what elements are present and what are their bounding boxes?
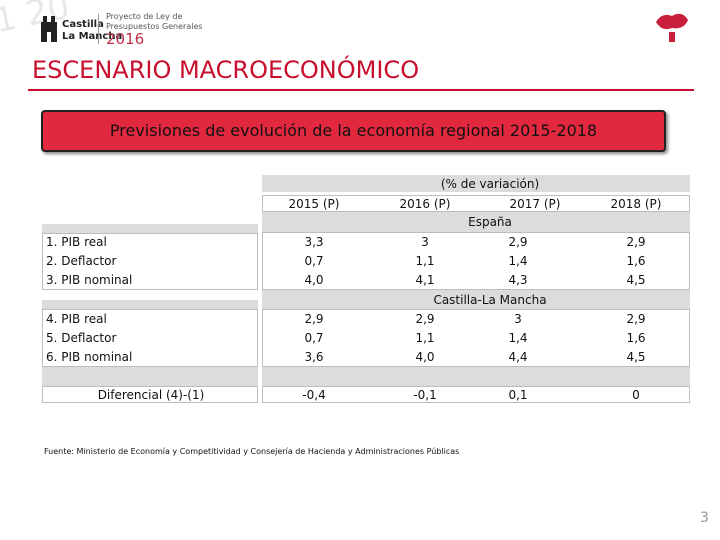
cell-border <box>42 309 258 367</box>
budget-caption: Proyecto de Ley de Presupuestos Generale… <box>106 12 203 31</box>
cell-value: 3 <box>421 235 429 249</box>
page-number: 3 <box>700 510 709 526</box>
section-header: Castilla-La Mancha <box>433 293 547 307</box>
cell-border <box>42 233 258 290</box>
band <box>42 300 258 309</box>
cell-value: 3,6 <box>304 350 324 364</box>
section-header: España <box>468 215 512 229</box>
cell-value: 2,9 <box>626 312 646 326</box>
region-logo <box>656 13 688 42</box>
source-note: Fuente: Ministerio de Economía y Competi… <box>44 447 460 456</box>
cell-value: 1,6 <box>626 254 646 268</box>
column-header: 2015 (P) <box>288 197 340 211</box>
cell-border <box>42 386 258 403</box>
row-label: 1. PIB real <box>46 235 107 249</box>
logo-icon <box>41 16 57 42</box>
unit-label: (% de variación) <box>440 177 540 191</box>
row-label: 6. PIB nominal <box>46 350 133 364</box>
cell-value: 1,1 <box>415 254 435 268</box>
cell-value: 2,9 <box>304 312 324 326</box>
page-title: ESCENARIO MACROECONÓMICO <box>32 56 420 84</box>
cell-value: 4,4 <box>508 350 528 364</box>
row-label: 2. Deflactor <box>46 254 117 268</box>
band <box>262 367 690 386</box>
cell-value: 4,3 <box>508 273 528 287</box>
cell-value: 1,6 <box>626 331 646 345</box>
budget-year: 2016 <box>106 30 145 48</box>
cell-value: 3 <box>514 312 522 326</box>
cell-value: 0,1 <box>508 388 528 402</box>
cell-border <box>262 195 690 212</box>
cell-border <box>262 386 690 403</box>
cell-value: 1,4 <box>508 254 528 268</box>
row-label: 5. Deflactor <box>46 331 117 345</box>
band <box>42 367 258 386</box>
divider <box>98 14 99 44</box>
cell-value: 4,0 <box>415 350 435 364</box>
title-rule <box>28 89 694 91</box>
cell-value: 2,9 <box>508 235 528 249</box>
column-header: 2017 (P) <box>509 197 561 211</box>
logo-line: La Mancha <box>62 31 123 42</box>
cell-value: 1,1 <box>415 331 435 345</box>
row-label: Diferencial (4)-(1) <box>97 388 205 402</box>
row-label: 3. PIB nominal <box>46 273 133 287</box>
cell-value: -0,1 <box>413 388 437 402</box>
band <box>262 290 690 309</box>
cell-value: 3,3 <box>304 235 324 249</box>
column-header: 2016 (P) <box>399 197 451 211</box>
cell-value: 0 <box>632 388 640 402</box>
band <box>262 212 690 232</box>
band <box>42 224 258 233</box>
cell-value: 2,9 <box>415 312 435 326</box>
banner: Previsiones de evolución de la economía … <box>41 110 666 152</box>
cell-value: 2,9 <box>626 235 646 249</box>
cell-value: 4,0 <box>304 273 324 287</box>
cell-value: 0,7 <box>304 331 324 345</box>
cell-border <box>262 232 690 290</box>
logo-line: Castilla <box>62 19 104 30</box>
logo-name: Castilla La Mancha <box>62 19 122 43</box>
cell-value: 0,7 <box>304 254 324 268</box>
cell-value: 4,5 <box>626 350 646 364</box>
cell-border <box>262 309 690 367</box>
band <box>262 175 690 192</box>
row-label: 4. PIB real <box>46 312 107 326</box>
cell-value: -0,4 <box>302 388 326 402</box>
cell-value: 1,4 <box>508 331 528 345</box>
cell-value: 4,1 <box>415 273 435 287</box>
cell-value: 4,5 <box>626 273 646 287</box>
column-header: 2018 (P) <box>610 197 662 211</box>
